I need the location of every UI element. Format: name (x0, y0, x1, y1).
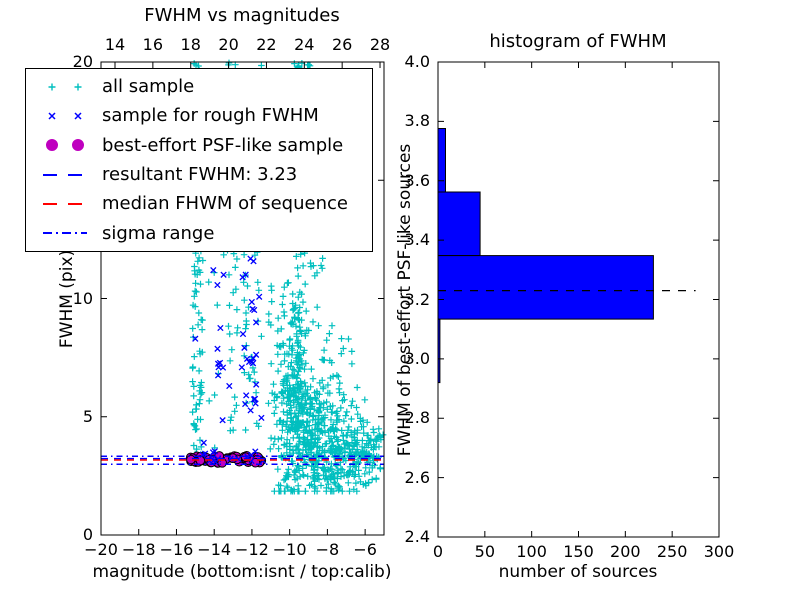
right-xtick-label: 0 (432, 542, 444, 561)
scatter-series-x (192, 255, 267, 465)
right-xaxis-label: number of sources (498, 562, 658, 582)
legend-item-all-sample: all sample (35, 73, 372, 100)
legend-item-psf-like: best-effort PSF-like sample (35, 132, 372, 159)
right-ytick-label: 3.0 (404, 348, 430, 368)
left-xtick-label: −18 (121, 540, 156, 559)
left-top-xtick-label: 20 (218, 35, 239, 54)
left-xtick-label: −10 (272, 540, 307, 559)
right-xtick-label: 50 (474, 542, 495, 561)
left-top-xtick-label: 22 (256, 35, 277, 54)
right-ytick-label: 3.4 (404, 230, 430, 250)
left-xtick-label: −16 (159, 540, 194, 559)
right-ytick-label: 3.2 (404, 289, 430, 309)
right-xtick-label: 200 (610, 542, 641, 561)
plus-marker-icon (48, 83, 82, 91)
right-ytick-label: 3.8 (404, 111, 430, 131)
legend-item-resultant-fwhm: resultant FWHM: 3.23 (35, 161, 372, 188)
histogram-bar-2 (437, 191, 481, 256)
x-marker-icon (48, 112, 82, 120)
left-top-xtick-label: 24 (294, 35, 315, 54)
left-top-xtick-label: 26 (331, 35, 353, 54)
right-plot-title: histogram of FWHM (489, 31, 667, 52)
left-top-xtick-label: 14 (104, 35, 126, 54)
left-ytick-label: 20 (72, 52, 93, 71)
left-top-xtick-label: 28 (369, 35, 391, 54)
right-ytick-label: 2.6 (404, 467, 430, 487)
left-xaxis-label: magnitude (bottom:isnt / top:calib) (92, 562, 392, 582)
left-xtick-label: −14 (197, 540, 232, 559)
legend-item-median-fhwm: median FHWM of sequence (35, 190, 372, 217)
left-xtick-label: −12 (235, 540, 269, 559)
legend-label: sample for rough FWHM (102, 105, 319, 127)
left-xtick-label: −20 (84, 540, 118, 559)
legend-label: median FHWM of sequence (102, 193, 348, 215)
histogram-bar-1 (437, 255, 654, 320)
legend-label: sigma range (102, 222, 215, 244)
dashed-line-icon (43, 173, 87, 176)
right-xtick-label: 100 (516, 542, 547, 561)
dashdot-line-icon (43, 232, 87, 235)
left-plot-title: FWHM vs magnitudes (144, 5, 340, 26)
right-xtick-label: 300 (703, 542, 735, 561)
right-ytick-label: 4.0 (404, 52, 430, 71)
histogram-bar-3 (437, 128, 446, 193)
legend-label: best-effort PSF-like sample (102, 134, 344, 156)
legend-item-rough-fwhm: sample for rough FWHM (35, 102, 372, 129)
legend-label: resultant FWHM: 3.23 (102, 164, 298, 186)
right-ytick-label: 2.4 (404, 527, 430, 546)
right-xtick-label: 250 (656, 542, 688, 561)
left-ytick-label: 10 (72, 288, 93, 308)
left-ytick-label: 5 (82, 406, 93, 426)
left-xtick-label: −6 (353, 540, 377, 559)
legend-item-sigma-range: sigma range (35, 220, 372, 247)
left-top-xtick-label: 18 (180, 35, 201, 54)
legend-label: all sample (102, 76, 195, 98)
right-ytick-label: 3.6 (404, 170, 430, 190)
left-xtick-label: −8 (315, 540, 340, 559)
right-ytick-label: 2.8 (404, 408, 430, 428)
left-top-xtick-label: 16 (142, 35, 164, 54)
circle-marker-icon (46, 139, 84, 152)
left-ytick-label: 0 (82, 525, 93, 544)
dashed-line-icon (43, 202, 87, 205)
right-xtick-label: 150 (563, 542, 594, 561)
legend-box: all sample sample for rough FWHM best-ef… (25, 68, 373, 252)
